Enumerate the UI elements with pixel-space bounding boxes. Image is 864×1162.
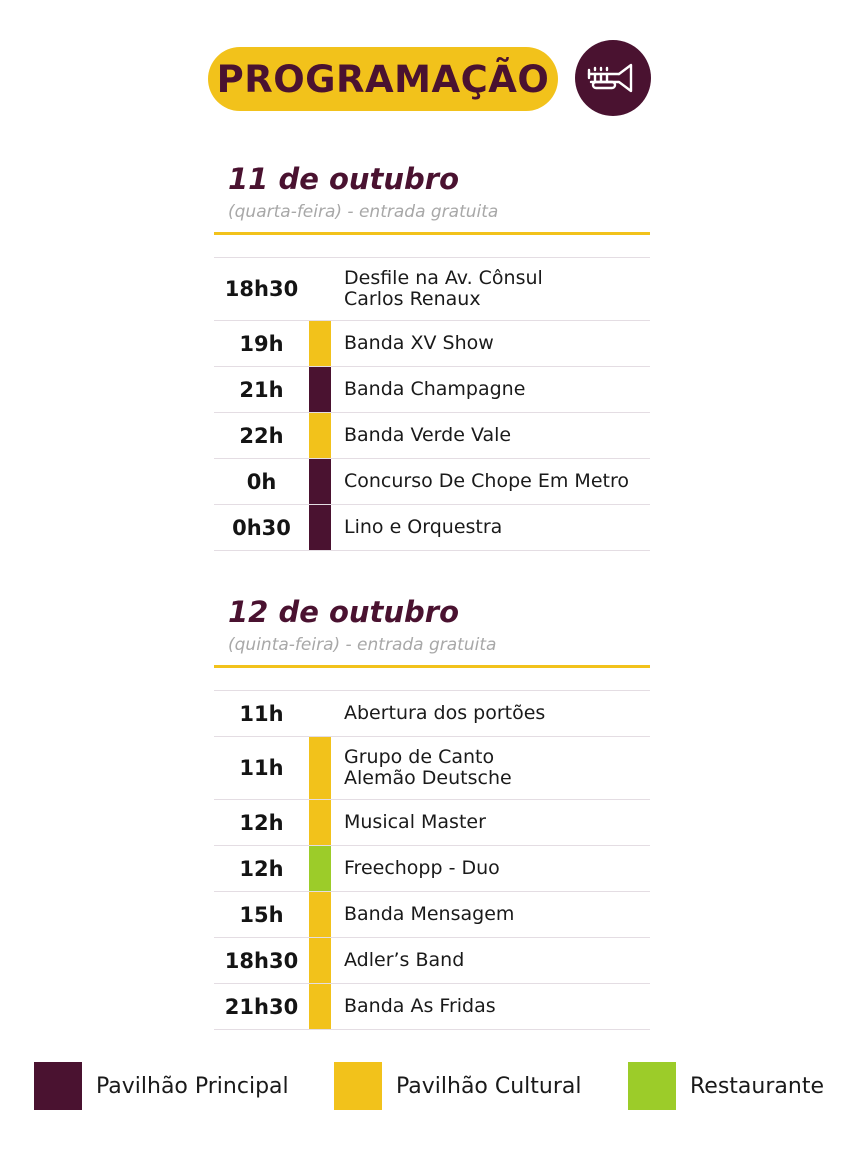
schedule-row: 21h Banda Champagne <box>214 367 650 413</box>
day-subtitle: (quinta-feira) - entrada gratuita <box>228 635 497 655</box>
event-time: 12h <box>239 810 284 835</box>
schedule-row: 12h Musical Master <box>214 800 650 846</box>
venue-indicator <box>309 367 331 412</box>
legend-item-restaurante: Restaurante <box>628 1062 824 1110</box>
event-name: Banda Champagne <box>344 378 526 400</box>
legend: Pavilhão Principal Pavilhão Cultural Res… <box>0 1062 864 1112</box>
venue-indicator <box>309 505 331 550</box>
event-name: Lino e Orquestra <box>344 516 503 538</box>
event-time: 0h30 <box>232 515 291 540</box>
legend-label: Pavilhão Cultural <box>396 1073 582 1099</box>
legend-item-principal: Pavilhão Principal <box>34 1062 289 1110</box>
event-name: Banda XV Show <box>344 332 494 354</box>
event-name: Grupo de Canto Alemão Deutsche <box>344 746 512 789</box>
event-time: 21h30 <box>224 994 299 1019</box>
day-title: 12 de outubro <box>228 595 460 629</box>
event-time: 11h <box>239 701 284 726</box>
venue-indicator <box>309 938 331 983</box>
legend-label: Pavilhão Principal <box>96 1073 289 1099</box>
schedule-row: 0h30 Lino e Orquestra <box>214 505 650 551</box>
event-name: Concurso De Chope Em Metro <box>344 470 629 492</box>
event-name: Abertura dos portões <box>344 702 546 724</box>
event-time: 15h <box>239 902 284 927</box>
schedule-row: 19h Banda XV Show <box>214 321 650 367</box>
event-time: 12h <box>239 856 284 881</box>
event-time: 18h30 <box>224 948 299 973</box>
title-pill: PROGRAMAÇÃO <box>208 47 558 111</box>
event-time: 18h30 <box>224 277 299 301</box>
header: PROGRAMAÇÃO <box>208 40 653 117</box>
schedule-list: 18h30 Desfile na Av. Cônsul Carlos Renaux… <box>214 257 650 551</box>
event-time: 22h <box>239 423 284 448</box>
venue-indicator <box>309 321 331 366</box>
day-subtitle: (quarta-feira) - entrada gratuita <box>228 202 499 222</box>
event-time: 19h <box>239 331 284 356</box>
legend-swatch-cultural <box>334 1062 382 1110</box>
trumpet-icon <box>575 40 651 116</box>
schedule-row: 18h30 Adler’s Band <box>214 938 650 984</box>
venue-indicator <box>309 413 331 458</box>
day-title: 11 de outubro <box>228 162 460 196</box>
venue-indicator <box>309 892 331 937</box>
legend-label: Restaurante <box>690 1073 824 1099</box>
schedule-list: 11h Abertura dos portões 11h Grupo de Canto… <box>214 690 650 1030</box>
schedule-row: 18h30 Desfile na Av. Cônsul Carlos Renaux <box>214 257 650 321</box>
legend-item-cultural: Pavilhão Cultural <box>334 1062 582 1110</box>
event-time: 0h <box>246 469 277 494</box>
event-name: Freechopp - Duo <box>344 857 500 879</box>
divider <box>214 232 650 235</box>
venue-indicator <box>309 800 331 845</box>
divider <box>214 665 650 668</box>
schedule-row: 21h30 Banda As Fridas <box>214 984 650 1030</box>
venue-indicator <box>309 737 331 799</box>
event-name: Banda Mensagem <box>344 903 515 925</box>
event-name: Banda Verde Vale <box>344 424 512 446</box>
legend-swatch-restaurante <box>628 1062 676 1110</box>
schedule-row: 0h Concurso De Chope Em Metro <box>214 459 650 505</box>
event-name: Adler’s Band <box>344 949 465 971</box>
venue-indicator <box>309 984 331 1029</box>
legend-swatch-principal <box>34 1062 82 1110</box>
schedule-row: 12h Freechopp - Duo <box>214 846 650 892</box>
venue-indicator <box>309 258 331 320</box>
event-time: 11h <box>239 756 284 780</box>
schedule-row: 11h Grupo de Canto Alemão Deutsche <box>214 737 650 800</box>
schedule-row: 22h Banda Verde Vale <box>214 413 650 459</box>
venue-indicator <box>309 691 331 736</box>
event-name: Banda As Fridas <box>344 995 496 1017</box>
event-name: Musical Master <box>344 811 486 833</box>
event-name: Desfile na Av. Cônsul Carlos Renaux <box>344 267 543 310</box>
venue-indicator <box>309 846 331 891</box>
event-time: 21h <box>239 377 284 402</box>
page-title: PROGRAMAÇÃO <box>216 57 550 101</box>
venue-indicator <box>309 459 331 504</box>
schedule-row: 15h Banda Mensagem <box>214 892 650 938</box>
schedule-row: 11h Abertura dos portões <box>214 690 650 737</box>
